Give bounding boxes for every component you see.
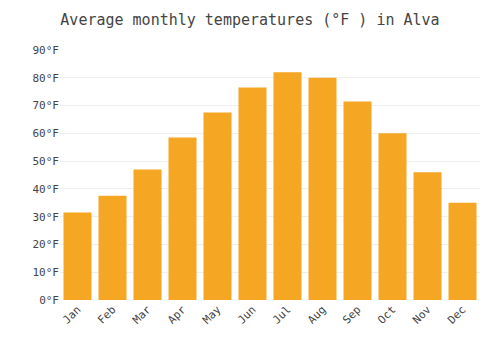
svg-text:70°F: 70°F <box>33 99 60 112</box>
svg-text:Feb: Feb <box>95 303 118 326</box>
svg-text:Aug: Aug <box>305 303 328 326</box>
svg-text:40°F: 40°F <box>33 183 60 196</box>
svg-text:10°F: 10°F <box>33 266 60 279</box>
svg-text:Nov: Nov <box>410 303 434 327</box>
svg-text:May: May <box>200 303 224 327</box>
svg-text:Jul: Jul <box>270 303 293 326</box>
svg-text:Sep: Sep <box>340 303 363 326</box>
svg-text:Jun: Jun <box>235 303 258 326</box>
svg-text:30°F: 30°F <box>33 211 60 224</box>
svg-text:Oct: Oct <box>375 303 398 326</box>
svg-text:50°F: 50°F <box>33 155 60 168</box>
svg-text:Jan: Jan <box>60 303 83 326</box>
svg-text:Mar: Mar <box>130 303 154 327</box>
svg-text:0°F: 0°F <box>39 294 59 307</box>
svg-text:20°F: 20°F <box>33 238 60 251</box>
svg-text:Dec: Dec <box>445 303 468 326</box>
svg-text:80°F: 80°F <box>33 72 60 85</box>
svg-text:Apr: Apr <box>165 303 189 327</box>
svg-text:90°F: 90°F <box>33 44 60 57</box>
svg-text:Average monthly temperatures (: Average monthly temperatures (°F ) in Al… <box>60 11 439 29</box>
svg-text:60°F: 60°F <box>33 127 60 140</box>
